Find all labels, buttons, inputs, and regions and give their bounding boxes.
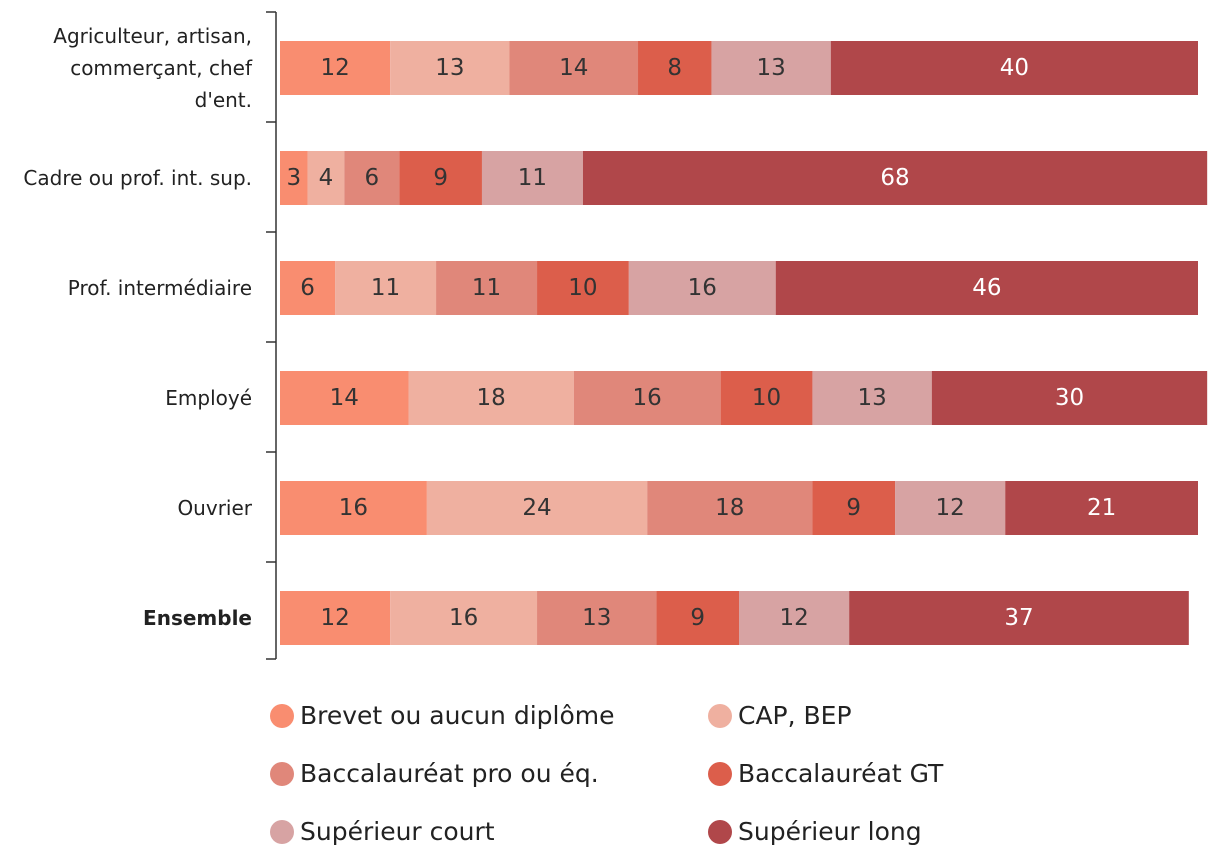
legend-item: Supérieur long [708, 817, 922, 846]
value-label: 13 [435, 55, 464, 81]
value-label: 12 [779, 605, 808, 631]
category-label: Ensemble [143, 606, 252, 630]
category-label: Ouvrier [177, 496, 252, 520]
bar-segment [390, 41, 510, 95]
value-label: 16 [633, 385, 662, 411]
legend-marker [270, 703, 294, 728]
legend-marker [270, 761, 294, 786]
legend-label: CAP, BEP [738, 701, 852, 730]
value-label: 21 [1087, 495, 1116, 521]
bar-segment [647, 481, 813, 535]
legend-marker [708, 703, 732, 728]
value-label: 8 [667, 55, 682, 81]
category-label: Cadre ou prof. int. sup. [23, 166, 252, 190]
bar-segment [335, 261, 437, 315]
bar-segment [481, 151, 583, 205]
bar-segment [399, 151, 482, 205]
value-label: 13 [582, 605, 611, 631]
bar-segment [408, 371, 574, 425]
bar-segment [509, 41, 639, 95]
value-label: 11 [518, 165, 547, 191]
bar-segment [812, 481, 896, 535]
legend-label: Baccalauréat pro ou éq. [300, 759, 599, 788]
value-label: 4 [319, 165, 334, 191]
bar-segment [830, 41, 1198, 95]
category-label: Employé [165, 386, 252, 410]
bar-segment [436, 261, 538, 315]
value-label: 12 [320, 605, 349, 631]
bar-segment [628, 261, 776, 315]
value-label: 9 [846, 495, 861, 521]
value-label: 24 [522, 495, 551, 521]
value-label: 16 [688, 275, 717, 301]
legend-marker [708, 761, 732, 786]
value-label: 10 [752, 385, 781, 411]
legend-marker [270, 819, 294, 844]
bar-segment [280, 481, 427, 535]
bar-segment [280, 41, 391, 95]
legend-marker [708, 819, 732, 844]
value-label: 18 [476, 385, 505, 411]
bar-segment [426, 481, 648, 535]
bar-segment [656, 591, 739, 645]
value-label: 16 [339, 495, 368, 521]
value-label: 10 [568, 275, 597, 301]
bar-segment [307, 151, 345, 205]
bar-segment [739, 591, 850, 645]
value-label: 3 [286, 165, 301, 191]
value-label: 13 [756, 55, 785, 81]
value-label: 13 [857, 385, 886, 411]
legend-item: Brevet ou aucun diplôme [270, 701, 614, 730]
bar-segment [280, 591, 391, 645]
bar-segment [280, 371, 409, 425]
bar-segment [720, 371, 813, 425]
value-label: 9 [690, 605, 705, 631]
bar-segment [775, 261, 1198, 315]
bar-segment [895, 481, 1006, 535]
bar-segment [537, 591, 657, 645]
bar-segment [931, 371, 1208, 425]
value-label: 40 [1000, 55, 1029, 81]
bar-segment [638, 41, 712, 95]
bar-segment [537, 261, 629, 315]
legend-item: Baccalauréat GT [708, 759, 943, 788]
bar-segment [582, 151, 1208, 205]
value-label: 37 [1004, 605, 1033, 631]
value-label: 46 [972, 275, 1001, 301]
value-label: 12 [320, 55, 349, 81]
bar-segment [812, 371, 932, 425]
value-label: 30 [1055, 385, 1084, 411]
bar-segment [849, 591, 1189, 645]
bar-segment [280, 151, 308, 205]
bar-segment [390, 591, 538, 645]
value-label: 14 [330, 385, 359, 411]
category-label: Agriculteur, artisan, commerçant, chef d… [53, 24, 252, 112]
category-label: Prof. intermédiaire [67, 276, 252, 300]
bar-segment [344, 151, 400, 205]
value-label: 16 [449, 605, 478, 631]
legend-label: Supérieur long [738, 817, 922, 846]
value-label: 11 [472, 275, 501, 301]
bar-segment [280, 261, 336, 315]
value-label: 68 [880, 165, 909, 191]
legend-label: Supérieur court [300, 817, 495, 846]
value-label: 14 [559, 55, 588, 81]
legend-label: Baccalauréat GT [738, 759, 944, 788]
value-label: 18 [715, 495, 744, 521]
legend-item: CAP, BEP [708, 701, 852, 730]
bar-segment [711, 41, 831, 95]
value-label: 11 [371, 275, 400, 301]
bar-segment [1005, 481, 1198, 535]
value-label: 9 [433, 165, 448, 191]
bar-segment [573, 371, 721, 425]
value-label: 6 [364, 165, 379, 191]
legend-item: Supérieur court [270, 817, 495, 846]
value-label: 6 [300, 275, 315, 301]
legend-item: Baccalauréat pro ou éq. [270, 759, 599, 788]
legend-label: Brevet ou aucun diplôme [300, 701, 615, 730]
value-label: 12 [935, 495, 964, 521]
